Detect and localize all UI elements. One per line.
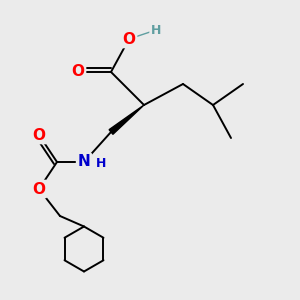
Text: O: O — [71, 64, 85, 80]
Text: O: O — [32, 128, 46, 142]
Text: O: O — [122, 32, 136, 46]
Text: H: H — [95, 157, 106, 170]
Polygon shape — [109, 105, 144, 134]
Text: H: H — [151, 23, 161, 37]
Text: O: O — [32, 182, 46, 196]
Text: N: N — [78, 154, 90, 169]
